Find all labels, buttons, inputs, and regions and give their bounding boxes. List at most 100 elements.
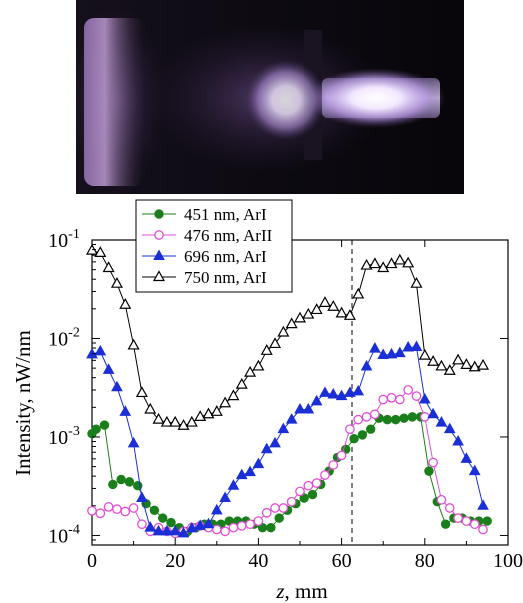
data-point bbox=[252, 457, 265, 469]
series-3 bbox=[85, 243, 490, 430]
x-tick-label: 40 bbox=[248, 550, 268, 572]
data-point bbox=[94, 246, 107, 257]
data-point bbox=[402, 256, 415, 268]
data-point bbox=[194, 519, 207, 530]
data-point bbox=[468, 360, 481, 372]
data-point bbox=[219, 491, 231, 503]
data-point bbox=[482, 516, 492, 526]
data-point bbox=[169, 415, 182, 427]
data-point bbox=[460, 452, 473, 463]
data-point bbox=[144, 521, 157, 532]
data-point bbox=[293, 311, 307, 323]
data-point bbox=[295, 486, 305, 497]
data-point bbox=[235, 468, 248, 480]
data-point bbox=[360, 359, 373, 371]
data-point bbox=[360, 258, 373, 270]
data-point bbox=[435, 416, 448, 427]
data-point bbox=[112, 504, 122, 514]
data-point bbox=[310, 394, 323, 406]
data-point bbox=[245, 519, 255, 530]
series-0 bbox=[87, 412, 492, 537]
data-point bbox=[95, 508, 106, 519]
data-point bbox=[319, 386, 331, 397]
data-point bbox=[443, 422, 456, 434]
data-point bbox=[461, 516, 472, 526]
data-point bbox=[402, 340, 415, 352]
data-point bbox=[119, 298, 132, 309]
data-point bbox=[274, 513, 284, 523]
data-point bbox=[327, 387, 340, 399]
data-point bbox=[427, 355, 440, 366]
data-point bbox=[343, 309, 356, 320]
legend-entry: 750 nm, ArI bbox=[142, 268, 267, 287]
data-point bbox=[153, 249, 165, 260]
y-tick-label: 10-1 bbox=[48, 227, 80, 252]
data-point bbox=[311, 478, 322, 488]
data-point bbox=[227, 479, 240, 490]
data-point bbox=[385, 347, 398, 359]
data-point bbox=[260, 442, 273, 454]
legend-entry: 476 nm, ArII bbox=[142, 226, 273, 245]
data-point bbox=[378, 394, 389, 405]
data-point bbox=[477, 358, 490, 370]
data-point bbox=[349, 434, 359, 444]
x-tick-label: 20 bbox=[165, 550, 185, 572]
data-point bbox=[158, 513, 168, 523]
data-point bbox=[260, 344, 273, 355]
data-point bbox=[269, 436, 281, 448]
data-point bbox=[161, 524, 173, 536]
data-point bbox=[252, 359, 265, 371]
data-point bbox=[303, 480, 314, 491]
data-point bbox=[353, 414, 364, 425]
data-point bbox=[328, 460, 339, 470]
x-tick-label: 60 bbox=[332, 550, 352, 572]
data-point bbox=[418, 348, 431, 360]
data-point bbox=[136, 491, 148, 503]
legend-label: 476 nm, ArII bbox=[184, 226, 273, 245]
data-point bbox=[478, 524, 488, 535]
y-tick-label: 10-2 bbox=[48, 325, 80, 350]
data-point bbox=[244, 465, 256, 477]
data-point bbox=[253, 516, 264, 526]
data-point bbox=[87, 505, 97, 516]
data-point bbox=[227, 389, 240, 401]
data-point bbox=[436, 494, 447, 505]
data-point bbox=[393, 346, 406, 358]
data-point bbox=[211, 524, 222, 535]
data-point bbox=[269, 337, 282, 349]
data-point bbox=[202, 517, 215, 529]
data-point bbox=[410, 340, 423, 351]
data-point bbox=[277, 422, 290, 434]
data-point bbox=[177, 419, 190, 430]
data-point bbox=[361, 412, 372, 422]
legend-entry: 451 nm, ArI bbox=[142, 205, 267, 224]
data-point bbox=[444, 503, 455, 513]
data-point bbox=[270, 503, 280, 513]
data-point bbox=[440, 519, 451, 529]
data-point bbox=[393, 253, 406, 265]
data-point bbox=[286, 496, 297, 507]
data-point bbox=[102, 261, 115, 273]
data-point bbox=[428, 457, 438, 468]
data-point bbox=[307, 489, 318, 500]
data-point bbox=[310, 303, 323, 315]
data-point bbox=[261, 507, 272, 518]
data-point bbox=[185, 415, 198, 427]
data-point bbox=[403, 385, 414, 395]
series-2 bbox=[86, 340, 489, 538]
data-point bbox=[377, 348, 390, 359]
legend-label: 451 nm, ArI bbox=[184, 205, 267, 224]
data-point bbox=[127, 436, 140, 448]
data-point bbox=[386, 392, 397, 403]
data-point bbox=[385, 257, 398, 269]
discharge-photo bbox=[76, 0, 464, 194]
data-point bbox=[160, 415, 173, 427]
x-axis-label-unit: , mm bbox=[285, 579, 328, 603]
data-point bbox=[390, 414, 401, 425]
data-point bbox=[469, 519, 480, 530]
data-point bbox=[111, 380, 123, 392]
data-point bbox=[110, 276, 123, 288]
data-point bbox=[335, 389, 348, 401]
data-point bbox=[152, 270, 166, 282]
